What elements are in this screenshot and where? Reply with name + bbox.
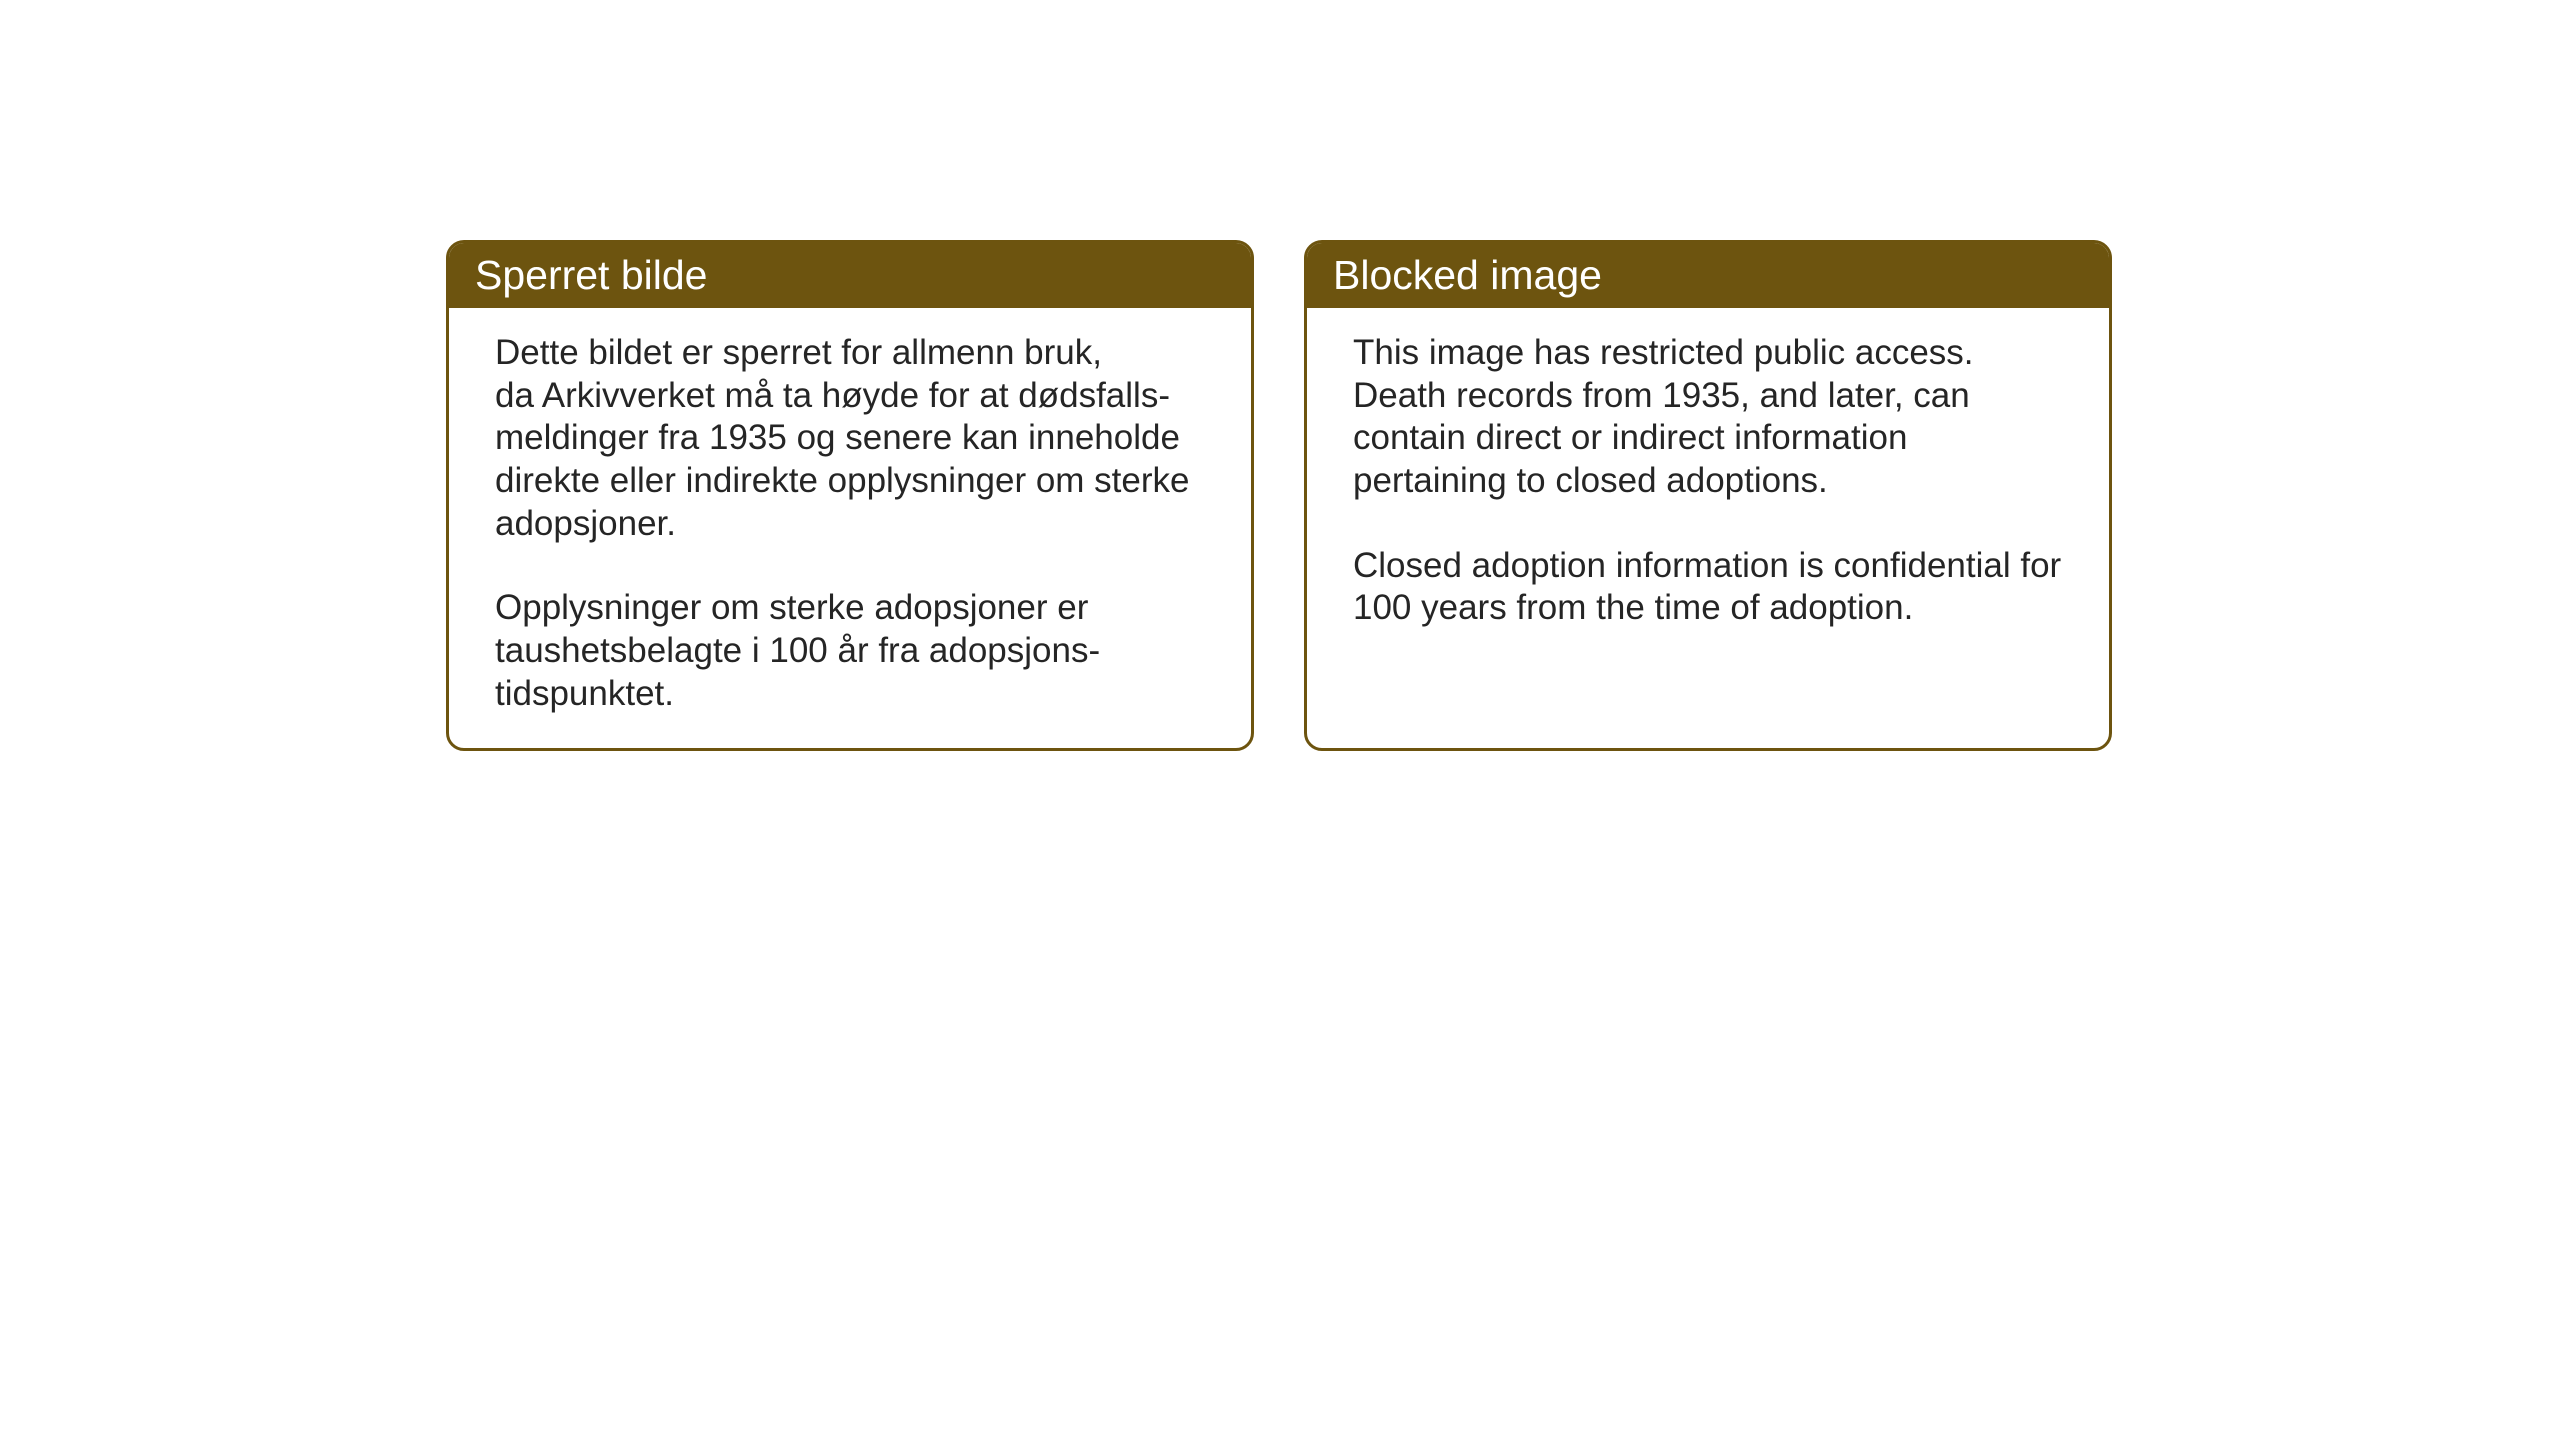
- card-paragraph-1-english: This image has restricted public access.…: [1353, 332, 2067, 503]
- notice-card-english: Blocked image This image has restricted …: [1304, 240, 2112, 751]
- card-paragraph-2-english: Closed adoption information is confident…: [1353, 545, 2067, 630]
- card-paragraph-1-norwegian: Dette bildet er sperret for allmenn bruk…: [495, 332, 1209, 545]
- notice-card-norwegian: Sperret bilde Dette bildet er sperret fo…: [446, 240, 1254, 751]
- card-header-norwegian: Sperret bilde: [449, 243, 1251, 308]
- card-paragraph-2-norwegian: Opplysninger om sterke adopsjoner er tau…: [495, 587, 1209, 715]
- card-header-english: Blocked image: [1307, 243, 2109, 308]
- card-body-norwegian: Dette bildet er sperret for allmenn bruk…: [449, 308, 1251, 748]
- card-title-norwegian: Sperret bilde: [475, 252, 707, 298]
- notice-cards-container: Sperret bilde Dette bildet er sperret fo…: [446, 240, 2112, 751]
- card-body-english: This image has restricted public access.…: [1307, 308, 2109, 662]
- card-title-english: Blocked image: [1333, 252, 1602, 298]
